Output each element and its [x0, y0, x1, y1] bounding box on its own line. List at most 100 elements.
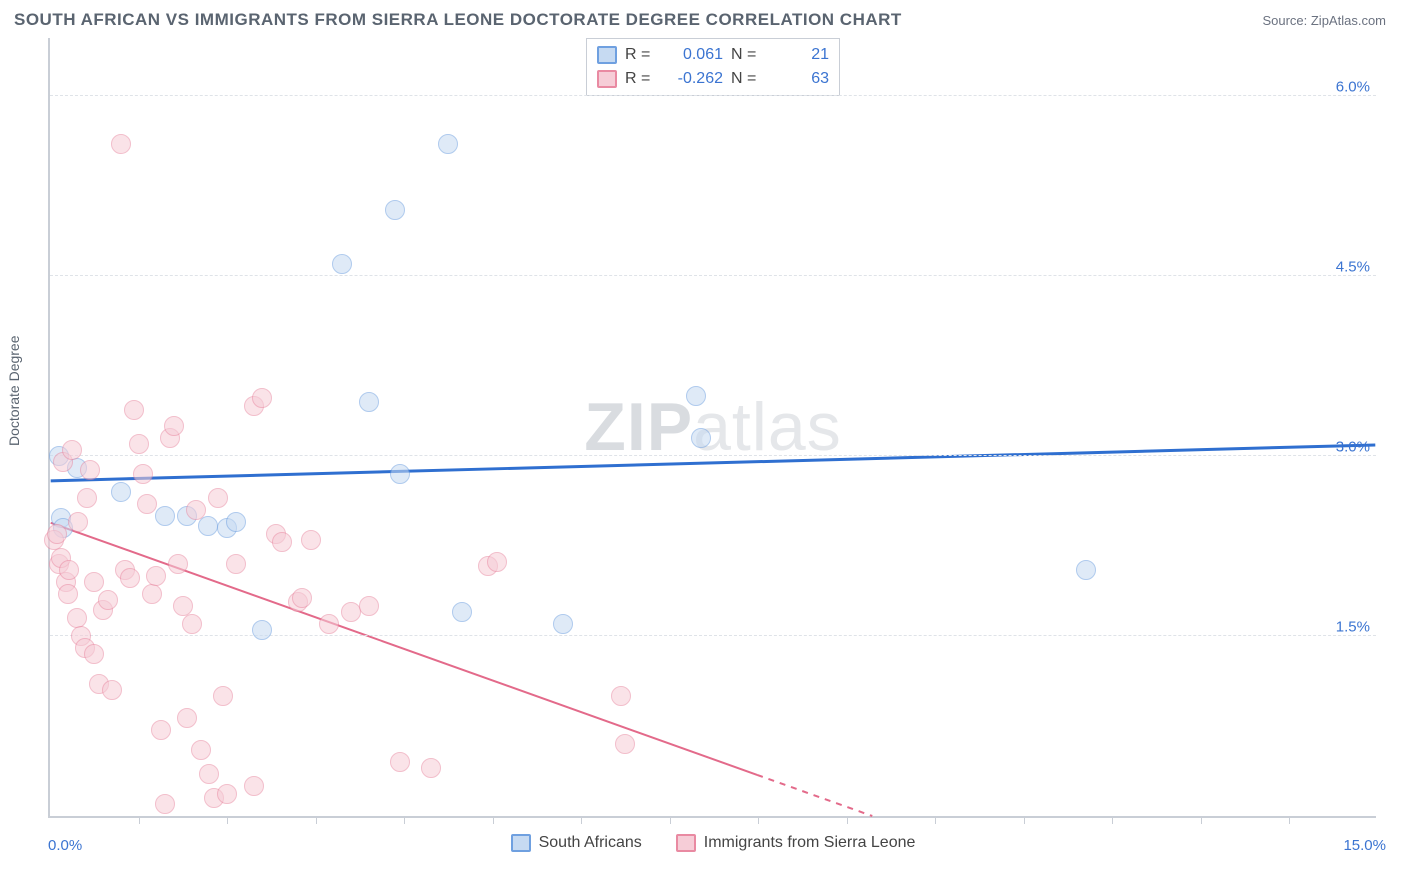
- x-tick: [404, 816, 405, 824]
- x-tick: [1201, 816, 1202, 824]
- scatter-point: [84, 572, 104, 592]
- gridline: [50, 275, 1376, 276]
- scatter-point: [124, 400, 144, 420]
- scatter-point: [84, 644, 104, 664]
- scatter-point: [1076, 560, 1096, 580]
- x-tick: [139, 816, 140, 824]
- scatter-point: [691, 428, 711, 448]
- scatter-point: [390, 464, 410, 484]
- scatter-point: [553, 614, 573, 634]
- scatter-point: [438, 134, 458, 154]
- scatter-point: [208, 488, 228, 508]
- scatter-point: [59, 560, 79, 580]
- scatter-point: [252, 388, 272, 408]
- scatter-point: [111, 482, 131, 502]
- scatter-point: [58, 584, 78, 604]
- trend-lines-layer: [50, 38, 1376, 816]
- stat-value: 63: [773, 67, 829, 91]
- scatter-point: [226, 554, 246, 574]
- scatter-point: [252, 620, 272, 640]
- x-tick: [758, 816, 759, 824]
- x-tick: [847, 816, 848, 824]
- x-tick: [316, 816, 317, 824]
- chart-source: Source: ZipAtlas.com: [1262, 13, 1386, 28]
- scatter-point: [80, 460, 100, 480]
- stat-value: 0.061: [667, 43, 723, 67]
- scatter-point: [226, 512, 246, 532]
- scatter-point: [47, 524, 67, 544]
- scatter-point: [142, 584, 162, 604]
- stat-label: N =: [731, 43, 765, 67]
- scatter-point: [62, 440, 82, 460]
- y-tick-label: 1.5%: [1336, 619, 1370, 636]
- scatter-point: [164, 416, 184, 436]
- scatter-point: [686, 386, 706, 406]
- legend-series: South Africans Immigrants from Sierra Le…: [50, 834, 1376, 852]
- stat-value: -0.262: [667, 67, 723, 91]
- scatter-point: [319, 614, 339, 634]
- scatter-point: [292, 588, 312, 608]
- legend-label: South Africans: [539, 834, 642, 852]
- x-tick: [1289, 816, 1290, 824]
- scatter-point: [385, 200, 405, 220]
- scatter-point: [244, 776, 264, 796]
- x-tick: [1024, 816, 1025, 824]
- scatter-point: [452, 602, 472, 622]
- scatter-point: [120, 568, 140, 588]
- stat-label: R =: [625, 43, 659, 67]
- y-tick-label: 6.0%: [1336, 79, 1370, 96]
- swatch-icon: [676, 834, 696, 852]
- swatch-icon: [597, 46, 617, 64]
- stat-label: R =: [625, 67, 659, 91]
- scatter-point: [177, 708, 197, 728]
- legend-item: South Africans: [511, 834, 642, 852]
- scatter-point: [133, 464, 153, 484]
- scatter-point: [199, 764, 219, 784]
- y-tick-label: 4.5%: [1336, 259, 1370, 276]
- scatter-point: [182, 614, 202, 634]
- legend-stats-box: R = 0.061 N = 21 R = -0.262 N = 63: [586, 38, 840, 96]
- x-axis-max-label: 15.0%: [1343, 837, 1386, 854]
- x-tick: [227, 816, 228, 824]
- scatter-point: [77, 488, 97, 508]
- scatter-point: [151, 720, 171, 740]
- scatter-point: [68, 512, 88, 532]
- gridline: [50, 95, 1376, 96]
- scatter-point: [102, 680, 122, 700]
- scatter-point: [137, 494, 157, 514]
- scatter-point: [615, 734, 635, 754]
- stat-label: N =: [731, 67, 765, 91]
- chart-title: SOUTH AFRICAN VS IMMIGRANTS FROM SIERRA …: [14, 10, 902, 30]
- scatter-point: [487, 552, 507, 572]
- scatter-point: [191, 740, 211, 760]
- scatter-point: [301, 530, 321, 550]
- scatter-point: [129, 434, 149, 454]
- scatter-point: [390, 752, 410, 772]
- gridline: [50, 455, 1376, 456]
- swatch-icon: [511, 834, 531, 852]
- stat-value: 21: [773, 43, 829, 67]
- scatter-point: [272, 532, 292, 552]
- scatter-point: [155, 506, 175, 526]
- x-tick: [493, 816, 494, 824]
- legend-stats-row: R = 0.061 N = 21: [597, 43, 829, 67]
- scatter-point: [421, 758, 441, 778]
- scatter-point: [173, 596, 193, 616]
- scatter-point: [67, 608, 87, 628]
- x-tick: [581, 816, 582, 824]
- chart-header: SOUTH AFRICAN VS IMMIGRANTS FROM SIERRA …: [0, 0, 1406, 38]
- scatter-point: [359, 596, 379, 616]
- scatter-point: [111, 134, 131, 154]
- plot-container: ZIPatlas R = 0.061 N = 21 R = -0.262 N =…: [48, 38, 1386, 818]
- scatter-point: [611, 686, 631, 706]
- scatter-point: [217, 784, 237, 804]
- legend-item: Immigrants from Sierra Leone: [676, 834, 916, 852]
- x-axis-min-label: 0.0%: [48, 837, 82, 854]
- scatter-point: [98, 590, 118, 610]
- scatter-point: [186, 500, 206, 520]
- y-axis-label: Doctorate Degree: [6, 335, 22, 446]
- legend-label: Immigrants from Sierra Leone: [704, 834, 916, 852]
- scatter-point: [146, 566, 166, 586]
- scatter-point: [213, 686, 233, 706]
- x-tick: [935, 816, 936, 824]
